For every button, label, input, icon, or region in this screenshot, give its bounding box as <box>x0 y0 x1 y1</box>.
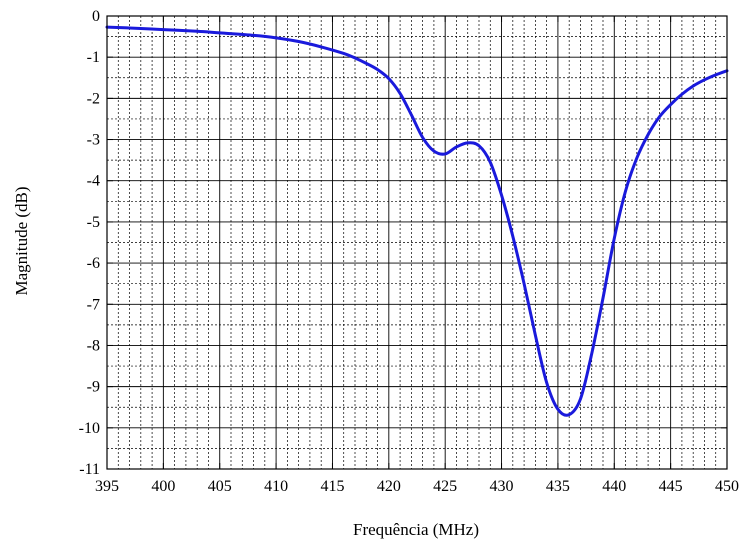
tick-labels: 395 400 405 410 415 420 425 430 435 440 445 450 0 -1 -… <box>79 8 739 495</box>
y-tick-label: -5 <box>87 214 100 231</box>
axes <box>106 15 728 470</box>
y-tick-label: -3 <box>87 132 100 149</box>
series-layer <box>105 25 729 417</box>
y-tick-label: -4 <box>87 173 100 190</box>
y-tick-label: -1 <box>87 49 100 66</box>
x-tick-label: 415 <box>320 478 344 495</box>
y-tick-label: -10 <box>79 420 100 437</box>
x-tick-label: 425 <box>433 478 457 495</box>
x-tick-label: 440 <box>602 478 626 495</box>
series-line <box>105 25 729 417</box>
y-tick-label: -6 <box>87 255 100 272</box>
y-tick-label: -11 <box>79 461 100 478</box>
x-tick-label: 450 <box>715 478 739 495</box>
y-tick-label: 0 <box>92 8 100 25</box>
x-axis-title: Frequência (MHz) <box>353 520 479 539</box>
x-tick-label: 400 <box>151 478 175 495</box>
x-tick-label: 395 <box>95 478 119 495</box>
y-tick-label: -9 <box>87 379 100 396</box>
x-tick-label: 430 <box>490 478 514 495</box>
x-tick-label: 410 <box>264 478 288 495</box>
y-tick-label: -7 <box>87 296 100 313</box>
plot-frame <box>106 15 728 470</box>
grid <box>107 16 727 469</box>
y-axis-title: Magnitude (dB) <box>12 186 31 295</box>
x-tick-label: 420 <box>377 478 401 495</box>
x-tick-label: 445 <box>659 478 683 495</box>
x-tick-label: 435 <box>546 478 570 495</box>
y-tick-label: -2 <box>87 90 100 107</box>
x-tick-label: 405 <box>208 478 232 495</box>
y-tick-label: -8 <box>87 337 100 354</box>
